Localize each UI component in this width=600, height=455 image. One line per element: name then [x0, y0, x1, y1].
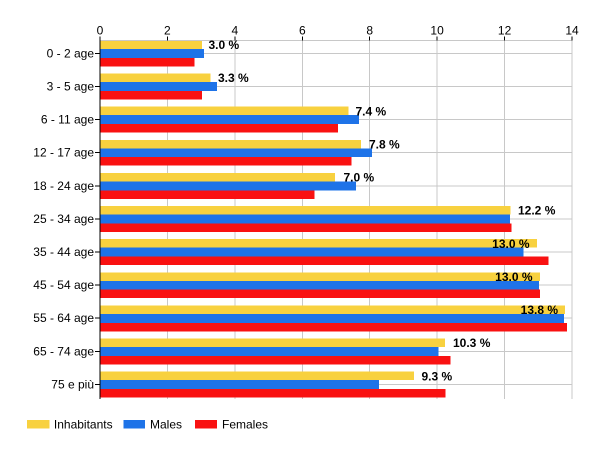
svg-text:4: 4	[232, 24, 239, 38]
svg-text:7.0 %: 7.0 %	[344, 171, 375, 185]
svg-text:25 - 34 age: 25 - 34 age	[33, 212, 94, 226]
svg-text:65 - 74 age: 65 - 74 age	[33, 344, 94, 358]
svg-text:3 - 5 age: 3 - 5 age	[47, 80, 95, 94]
svg-text:13.8 %: 13.8 %	[521, 303, 559, 317]
svg-text:13.0 %: 13.0 %	[495, 270, 533, 284]
svg-text:7.8 %: 7.8 %	[369, 137, 400, 151]
svg-text:Inhabitants: Inhabitants	[54, 418, 113, 432]
svg-text:35 - 44 age: 35 - 44 age	[33, 245, 94, 259]
svg-text:0 - 2 age: 0 - 2 age	[47, 46, 95, 60]
svg-text:9.3 %: 9.3 %	[422, 369, 453, 383]
svg-text:10: 10	[430, 24, 444, 38]
svg-text:Females: Females	[222, 418, 268, 432]
svg-text:8: 8	[366, 24, 373, 38]
svg-text:55 - 64 age: 55 - 64 age	[33, 311, 94, 325]
svg-text:45 - 54 age: 45 - 54 age	[33, 278, 94, 292]
svg-text:12: 12	[498, 24, 512, 38]
svg-text:0: 0	[97, 24, 104, 38]
svg-text:10.3 %: 10.3 %	[453, 336, 491, 350]
svg-text:12 - 17 age: 12 - 17 age	[33, 146, 94, 160]
svg-text:6 - 11 age: 6 - 11 age	[41, 113, 94, 127]
svg-text:6: 6	[299, 24, 306, 38]
svg-text:2: 2	[164, 24, 171, 38]
svg-text:7.4 %: 7.4 %	[356, 104, 387, 118]
svg-text:Males: Males	[150, 418, 182, 432]
svg-text:18 - 24 age: 18 - 24 age	[33, 179, 94, 193]
svg-text:13.0 %: 13.0 %	[492, 237, 530, 251]
svg-text:3.0 %: 3.0 %	[209, 38, 240, 52]
svg-text:14: 14	[565, 24, 579, 38]
svg-text:75 e più: 75 e più	[51, 377, 94, 391]
svg-text:3.3 %: 3.3 %	[218, 71, 249, 85]
svg-text:12.2 %: 12.2 %	[518, 204, 556, 218]
